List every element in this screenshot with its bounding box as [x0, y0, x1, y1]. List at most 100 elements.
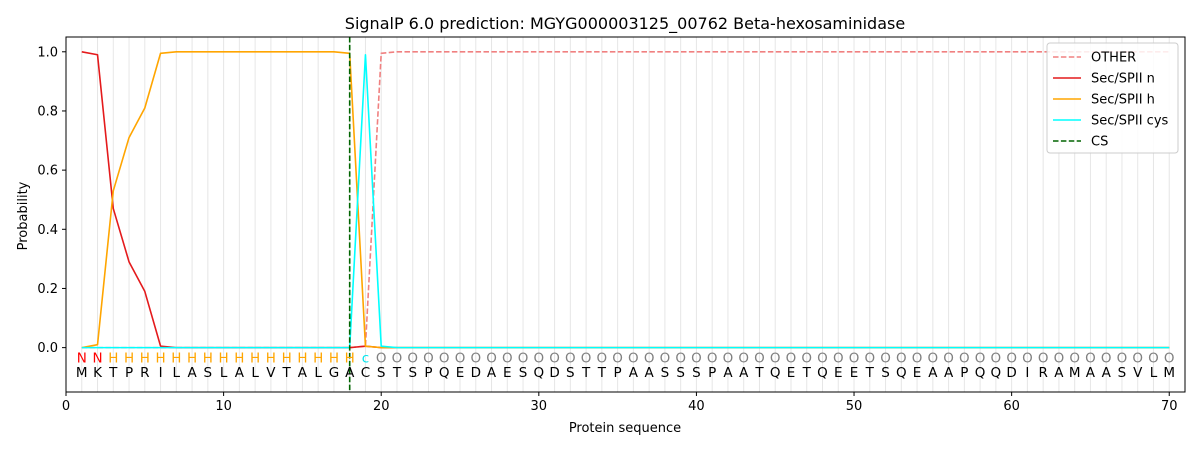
sequence-residue: T — [282, 365, 292, 381]
predicted-label: O — [455, 350, 466, 366]
sequence-residue: E — [503, 365, 512, 381]
legend-label: CS — [1091, 135, 1108, 150]
sequence-residue: A — [235, 365, 245, 381]
sequence-residue: L — [251, 365, 259, 381]
series-line-sec-spii-h — [81, 50, 1170, 349]
sequence-residue: I — [159, 365, 163, 381]
x-tick-label: 50 — [846, 399, 863, 414]
sequence-residue: D — [471, 365, 481, 381]
predicted-label: O — [518, 350, 529, 366]
sequence-residue: T — [581, 365, 591, 381]
predicted-label: H — [250, 350, 260, 366]
sequence-residue: E — [787, 365, 796, 381]
sequence-residue: A — [187, 365, 197, 381]
sequence-residue: Q — [533, 365, 544, 381]
predicted-label: H — [171, 350, 181, 366]
sequence-residue: Q — [439, 365, 450, 381]
sequence-residue: R — [1038, 365, 1047, 381]
predicted-label: H — [124, 350, 134, 366]
sequence-residue: A — [739, 365, 749, 381]
sequence-residue: E — [850, 365, 859, 381]
predicted-label: H — [297, 350, 307, 366]
predicted-label: O — [1038, 350, 1049, 366]
predicted-label: O — [1022, 350, 1033, 366]
sequence-residue: I — [1025, 365, 1029, 381]
predicted-label: O — [628, 350, 639, 366]
sequence-residue: P — [125, 365, 133, 381]
predicted-label: O — [423, 350, 434, 366]
sequence-residue: E — [913, 365, 922, 381]
predicted-label: H — [282, 350, 292, 366]
x-tick-label: 20 — [373, 399, 390, 414]
predicted-label: O — [786, 350, 797, 366]
x-axis-title: Protein sequence — [569, 421, 681, 436]
series-layer — [81, 37, 1170, 392]
predicted-label: N — [92, 350, 102, 366]
sequence-residue: P — [708, 365, 716, 381]
predicted-label: O — [470, 350, 481, 366]
predicted-label: O — [502, 350, 513, 366]
predicted-label: H — [108, 350, 118, 366]
y-tick-label: 1.0 — [37, 45, 58, 60]
sequence-residue: S — [676, 365, 685, 381]
sequence-residue: P — [960, 365, 968, 381]
predicted-label: H — [219, 350, 229, 366]
sequence-residue: P — [614, 365, 622, 381]
sequence-residue: P — [424, 365, 432, 381]
grid-layer — [81, 37, 1170, 392]
sequence-residue: M — [76, 365, 88, 381]
predicted-label: O — [770, 350, 781, 366]
predicted-label: H — [313, 350, 323, 366]
sequence-residue: V — [266, 365, 276, 381]
predicted-label: O — [581, 350, 592, 366]
x-tick-label: 70 — [1161, 399, 1178, 414]
sequence-residue: A — [1102, 365, 1112, 381]
sequence-residue: E — [456, 365, 465, 381]
sequence-residue: D — [549, 365, 559, 381]
predicted-label: O — [691, 350, 702, 366]
sequence-residue: S — [377, 365, 386, 381]
predicted-label: O — [943, 350, 954, 366]
sequence-residue: Q — [817, 365, 828, 381]
legend-label: Sec/SPII h — [1091, 93, 1155, 108]
predicted-label: H — [155, 350, 165, 366]
predicted-label: O — [565, 350, 576, 366]
sequence-residue: A — [1086, 365, 1096, 381]
predicted-label: O — [675, 350, 686, 366]
sequence-residue: S — [519, 365, 528, 381]
sequence-residue: R — [140, 365, 149, 381]
series-line-sec-spii-n — [81, 51, 1170, 349]
legend-box — [1046, 42, 1179, 154]
y-tick-label: 0.8 — [37, 104, 58, 119]
predicted-label: O — [991, 350, 1002, 366]
predicted-label: O — [707, 350, 718, 366]
sequence-residue: E — [834, 365, 843, 381]
predicted-label: O — [1117, 350, 1128, 366]
predicted-label: O — [754, 350, 765, 366]
sequence-residue: T — [865, 365, 875, 381]
predicted-label: O — [833, 350, 844, 366]
predicted-label: c — [362, 350, 369, 366]
legend: OTHER Sec/SPII n Sec/SPII h Sec/SPII cys CS — [1046, 42, 1179, 154]
predicted-label: O — [880, 350, 891, 366]
plot-frame — [65, 36, 1186, 393]
predicted-label: O — [738, 350, 749, 366]
predicted-label: O — [407, 350, 418, 366]
predicted-label: O — [486, 350, 497, 366]
sequence-residue: Q — [896, 365, 907, 381]
sequence-residue: L — [1150, 365, 1158, 381]
x-tick-label: 10 — [215, 399, 232, 414]
predicted-label: O — [1069, 350, 1080, 366]
sequence-residue: S — [692, 365, 701, 381]
sequence-residue: T — [392, 365, 402, 381]
predicted-label: O — [644, 350, 655, 366]
sequence-residue: V — [1133, 365, 1143, 381]
predicted-label: O — [549, 350, 560, 366]
predicted-label: O — [439, 350, 450, 366]
sequence-residue: T — [802, 365, 812, 381]
predicted-label: O — [1054, 350, 1065, 366]
series-line-sec-spii-cys — [81, 53, 1170, 349]
sequence-residue: S — [881, 365, 890, 381]
